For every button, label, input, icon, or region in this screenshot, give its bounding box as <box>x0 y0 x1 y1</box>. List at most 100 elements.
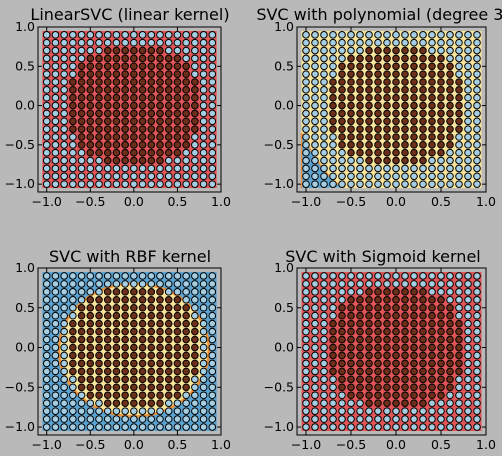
point-inner <box>419 93 427 102</box>
point-outer <box>164 415 173 423</box>
point-outer <box>410 272 418 280</box>
point-inner <box>392 86 400 94</box>
point-inner <box>95 367 103 376</box>
point-outer <box>446 407 454 415</box>
point-outer <box>392 272 400 280</box>
point-outer <box>320 296 328 304</box>
point-inner <box>392 156 400 165</box>
point-inner <box>401 117 409 126</box>
point-outer <box>42 280 51 288</box>
point-inner <box>419 296 427 304</box>
point-outer <box>428 423 436 431</box>
point-outer <box>156 407 164 415</box>
point-outer <box>42 359 51 368</box>
point-inner <box>95 78 103 86</box>
point-outer <box>392 180 400 188</box>
decision-regions <box>297 27 486 192</box>
point-outer <box>121 280 129 288</box>
point-outer <box>121 415 129 423</box>
point-outer <box>329 172 337 181</box>
point-outer <box>338 399 346 407</box>
point-outer <box>60 359 68 368</box>
point-outer <box>199 54 208 63</box>
point-outer <box>199 351 208 360</box>
point-inner <box>164 367 173 376</box>
point-inner <box>428 311 436 320</box>
point-inner <box>121 62 129 71</box>
point-inner <box>392 311 400 320</box>
point-inner <box>112 359 121 368</box>
point-inner <box>437 54 445 63</box>
point-outer <box>199 296 208 304</box>
point-inner <box>428 343 436 352</box>
point-inner <box>103 351 112 360</box>
point-inner <box>182 343 190 352</box>
point-inner <box>329 343 337 352</box>
point-outer <box>199 375 208 384</box>
point-inner <box>383 383 391 392</box>
point-outer <box>428 31 436 39</box>
point-inner <box>130 351 138 360</box>
point-inner <box>138 117 147 126</box>
point-outer <box>320 133 328 141</box>
point-outer <box>69 311 77 320</box>
point-inner <box>437 311 445 320</box>
point-outer <box>311 62 319 71</box>
point-outer <box>464 70 472 78</box>
point-outer <box>208 423 217 431</box>
point-outer <box>374 31 382 39</box>
point-inner <box>455 319 463 328</box>
point-outer <box>199 288 208 296</box>
point-inner <box>103 383 112 392</box>
point-outer <box>464 311 472 320</box>
point-outer <box>51 109 60 118</box>
point-inner <box>401 375 409 384</box>
point-inner <box>410 70 418 78</box>
point-inner <box>356 93 364 102</box>
x-tick-label: −1.0 <box>291 437 321 452</box>
point-outer <box>138 180 147 188</box>
point-outer <box>103 31 112 39</box>
point-inner <box>138 78 147 86</box>
point-outer <box>51 125 60 133</box>
point-inner <box>86 86 95 94</box>
point-outer <box>356 415 364 423</box>
point-inner <box>156 156 164 165</box>
point-outer <box>464 407 472 415</box>
point-outer <box>302 327 310 336</box>
point-outer <box>311 423 319 431</box>
point-outer <box>329 38 337 47</box>
point-outer <box>311 125 319 133</box>
point-outer <box>42 303 51 312</box>
x-tick-label: −1.0 <box>32 194 62 209</box>
point-inner <box>347 54 355 63</box>
point-outer <box>392 38 400 47</box>
point-inner <box>401 391 409 400</box>
point-inner <box>69 109 77 118</box>
point-outer <box>199 311 208 320</box>
point-inner <box>392 78 400 86</box>
point-inner <box>356 54 364 63</box>
point-inner <box>383 133 391 141</box>
point-inner <box>392 109 400 118</box>
point-outer <box>164 172 173 181</box>
point-inner <box>329 125 337 133</box>
point-outer <box>156 272 164 280</box>
point-outer <box>473 375 481 384</box>
point-outer <box>42 54 51 63</box>
point-inner <box>392 125 400 133</box>
point-outer <box>374 407 382 415</box>
point-inner <box>401 141 409 149</box>
point-inner <box>374 133 382 141</box>
point-inner <box>410 351 418 360</box>
point-outer <box>182 288 190 296</box>
point-outer <box>121 180 129 188</box>
point-inner <box>103 141 112 149</box>
point-inner <box>401 125 409 133</box>
point-outer <box>51 101 60 110</box>
x-tick-label: 0.5 <box>167 194 187 209</box>
point-outer <box>428 415 436 423</box>
point-outer <box>320 117 328 126</box>
point-outer <box>464 148 472 157</box>
point-inner <box>156 351 164 360</box>
